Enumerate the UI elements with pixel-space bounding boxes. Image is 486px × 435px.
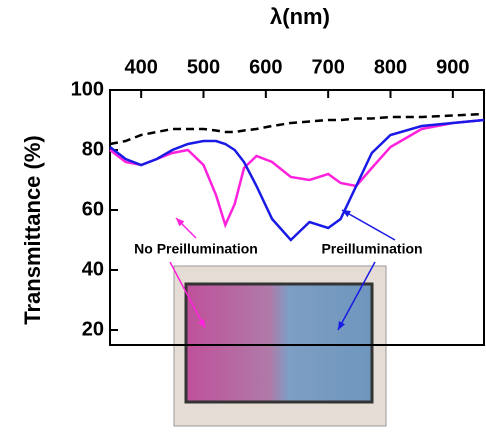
data-line [110,120,484,240]
y-tick-label: 60 [82,198,104,220]
x-tick-label: 900 [436,56,469,78]
x-tick-label: 600 [249,56,282,78]
x-tick-label: 700 [311,56,344,78]
y-tick-label: 40 [82,258,104,280]
y-tick-label: 100 [71,78,104,100]
x-tick-label: 500 [187,56,220,78]
x-tick-label: 400 [124,56,157,78]
annotation-arrow [342,210,395,240]
y-tick-label: 80 [82,138,104,160]
series-annotation: Preillumination [321,241,422,257]
y-tick-label: 20 [82,318,104,340]
photo-sample [186,284,372,402]
x-axis-title: λ(nm) [270,4,330,29]
data-line [110,120,484,225]
x-tick-label: 800 [374,56,407,78]
y-axis-title: Transmittance (%) [20,135,45,325]
series-annotation: No Preillumination [134,241,258,257]
chart: λ(nm) Transmittance (%) 20 40 60 80 100 400 50… [0,0,486,430]
